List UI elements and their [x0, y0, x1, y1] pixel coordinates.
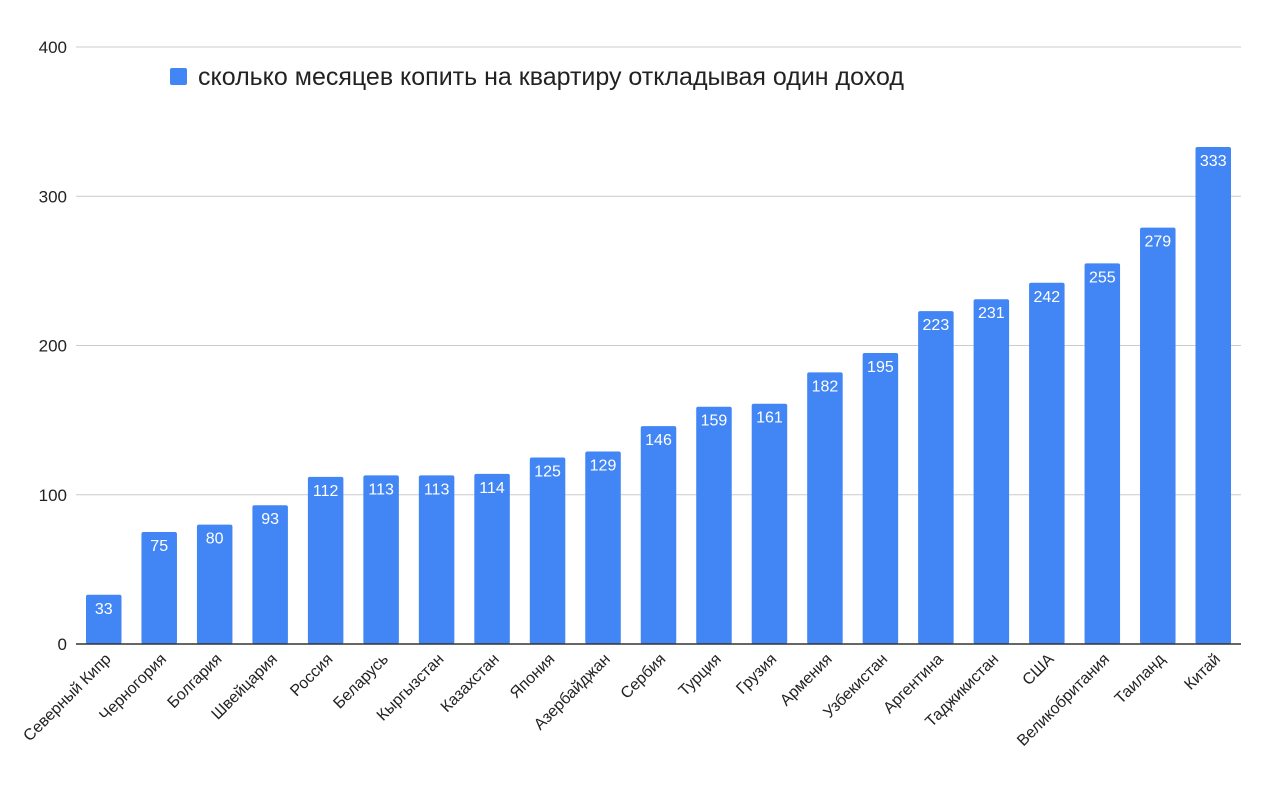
data-label: 182	[812, 378, 839, 395]
y-tick-label: 300	[39, 187, 67, 206]
y-tick-label: 200	[39, 337, 67, 356]
data-label: 255	[1089, 269, 1116, 286]
bar	[751, 403, 788, 644]
bar	[862, 352, 899, 644]
data-label: 113	[368, 481, 394, 498]
bar	[696, 406, 732, 644]
x-tick-label: Сербия	[618, 651, 670, 703]
data-label: 242	[1033, 289, 1060, 306]
bar	[1140, 227, 1176, 644]
data-label: 80	[206, 531, 224, 548]
data-label: 231	[978, 305, 1005, 322]
data-label: 279	[1144, 234, 1171, 251]
bar	[529, 457, 566, 644]
y-tick-label: 0	[58, 635, 67, 654]
x-tick-label: Казахстан	[438, 651, 503, 716]
bar	[307, 476, 344, 644]
data-label: 125	[534, 463, 561, 480]
data-label: 112	[313, 483, 339, 500]
y-tick-label: 100	[39, 486, 67, 505]
bar	[1195, 147, 1232, 644]
data-label: 93	[261, 511, 279, 528]
data-label: 333	[1200, 153, 1227, 170]
data-label: 33	[95, 601, 113, 618]
data-label: 161	[756, 410, 783, 427]
x-tick-label: Китай	[1181, 651, 1224, 694]
x-axis-ticks: Северный КипрЧерногорияБолгарияШвейцария…	[20, 650, 1224, 749]
data-label: 113	[424, 481, 450, 498]
y-axis-ticks: 0 100 200 300 400	[39, 38, 67, 654]
bar	[141, 532, 177, 644]
bar	[640, 426, 677, 644]
legend-swatch	[170, 68, 187, 85]
bar	[585, 451, 621, 644]
data-label: 114	[479, 480, 505, 497]
x-tick-label: Грузия	[733, 651, 780, 698]
data-label: 129	[590, 457, 617, 474]
x-tick-label: Северный Кипр	[20, 651, 114, 745]
bar	[474, 473, 510, 644]
data-labels: 33 75 80 93 112 113 113 114 125 129 146 159 161 182 19…	[95, 153, 1227, 618]
bar	[252, 505, 288, 644]
data-label: 75	[150, 538, 168, 555]
x-tick-label: Великобритания	[1014, 651, 1113, 750]
data-label: 146	[645, 432, 672, 449]
data-label: 159	[701, 413, 728, 430]
bar	[918, 311, 954, 644]
bar	[1084, 263, 1121, 644]
legend: сколько месяцев копить на квартиру откла…	[170, 63, 904, 91]
bar	[363, 475, 399, 644]
data-label: 223	[923, 317, 950, 334]
bar	[418, 475, 455, 644]
x-tick-label: Армения	[777, 651, 836, 710]
x-tick-label: Япония	[507, 651, 558, 702]
legend-label: сколько месяцев копить на квартиру откла…	[198, 63, 904, 91]
bar	[973, 299, 1010, 644]
bar	[807, 372, 843, 644]
x-tick-label: США	[1020, 651, 1058, 689]
bar	[1029, 282, 1065, 644]
y-tick-label: 400	[39, 38, 67, 57]
bar	[196, 524, 233, 644]
bar	[85, 594, 122, 644]
bars	[85, 147, 1232, 644]
x-tick-label: Россия	[287, 651, 336, 700]
x-tick-label: Турция	[676, 651, 725, 700]
x-tick-label: Таиланд	[1112, 650, 1169, 707]
data-label: 195	[867, 359, 894, 376]
